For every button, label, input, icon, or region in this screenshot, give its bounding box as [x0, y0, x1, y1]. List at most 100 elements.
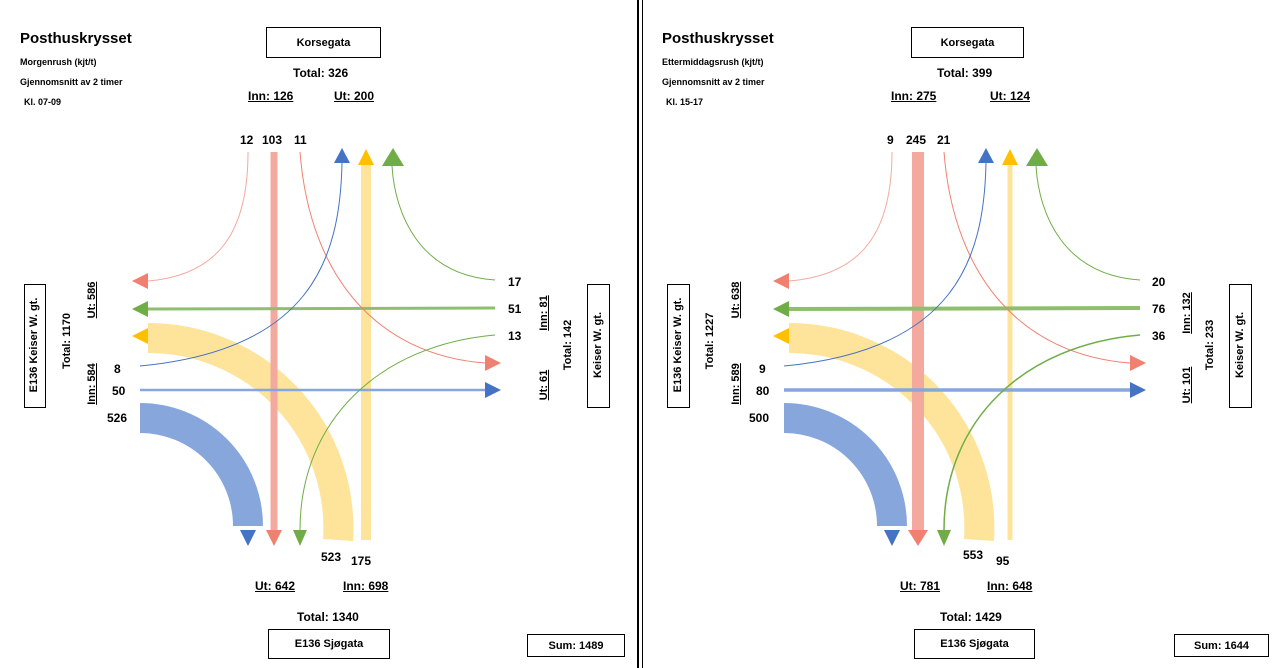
time-label: Kl. 15-17 [666, 97, 704, 107]
west-road-box [24, 284, 46, 408]
east-right-value: 17 [508, 275, 522, 289]
south-ut: Ut: 781 [900, 579, 941, 593]
east-inn: Inn: 132 [1181, 292, 1193, 334]
arrow-head-west-ut-green [773, 301, 789, 317]
south-inn: Inn: 648 [987, 579, 1033, 593]
east-road-label: Keiser W. gt. [592, 311, 604, 379]
east-total: Total: 233 [1204, 319, 1216, 371]
flow-east-straight [788, 306, 1141, 311]
south-total: Total: 1429 [940, 610, 1002, 624]
west-straight-value: 50 [112, 384, 126, 398]
diagram-title: Posthuskrysset [20, 30, 132, 47]
panel-border [0, 0, 639, 668]
average-label: Gjennomsnitt av 2 timer [662, 77, 765, 87]
flow-west-right-turn [139, 403, 263, 527]
arrow-head-west-ut-green [132, 301, 148, 317]
east-total: Total: 142 [562, 319, 574, 371]
arrow-head-east-ut-blue [485, 382, 501, 398]
north-right-value: 12 [240, 133, 254, 147]
east-straight-value: 76 [1152, 302, 1166, 316]
flow-south-left-turn [147, 322, 354, 541]
west-straight-value: 80 [756, 384, 770, 398]
flow-north-left-turn [299, 151, 486, 364]
arrow-head-north-ut-green [382, 148, 404, 166]
west-inn: Inn: 589 [730, 363, 742, 405]
north-ut: Ut: 200 [334, 89, 375, 103]
north-inn: Inn: 275 [891, 89, 937, 103]
flow-west-left-turn [139, 162, 343, 367]
flow-north-left-turn [943, 151, 1131, 364]
arrow-head-north-ut-yellow [1002, 149, 1018, 165]
east-ut: Ut: 101 [1181, 366, 1193, 404]
south-road-box: E136 Sjøgata [268, 629, 390, 659]
south-left-value: 553 [963, 548, 984, 562]
average-label: Gjennomsnitt av 2 timer [20, 77, 123, 87]
flow-west-left-turn [783, 162, 987, 367]
west-total: Total: 1170 [61, 312, 73, 370]
sum-box: Sum: 1489 [527, 634, 625, 657]
arrow-head-west-ut-yellow [132, 328, 148, 344]
arrow-head-west-ut-red [773, 273, 789, 289]
west-total: Total: 1227 [704, 312, 716, 370]
north-total: Total: 399 [937, 66, 993, 80]
west-ut: Ut: 586 [86, 281, 98, 319]
north-inn: Inn: 126 [248, 89, 294, 103]
east-right-value: 20 [1152, 275, 1166, 289]
diagram-title: Posthuskrysset [662, 30, 774, 47]
flow-east-right-turn [1035, 165, 1141, 281]
west-right-value: 500 [749, 411, 770, 425]
arrow-head-north-ut-blue [978, 148, 994, 163]
arrow-head-north-ut-blue [334, 148, 350, 163]
arrow-head-south-ut-3 [937, 530, 951, 546]
flow-east-straight [147, 306, 496, 311]
period-label: Ettermiddagsrush (kjt/t) [662, 57, 764, 67]
time-label: Kl. 07-09 [24, 97, 62, 107]
west-road-label: E136 Keiser W. gt. [28, 297, 40, 393]
arrow-head-south-ut-2 [266, 530, 282, 546]
flow-east-right-turn [391, 165, 496, 281]
flow-west-right-turn [783, 403, 907, 527]
south-straight-value: 95 [996, 554, 1010, 568]
east-road-box [587, 284, 610, 408]
arrow-head-south-ut-3 [293, 530, 307, 546]
south-left-value: 523 [321, 550, 342, 564]
flow-north-right-turn [147, 151, 249, 282]
north-ut: Ut: 124 [990, 89, 1031, 103]
flow-north-right-turn [788, 151, 893, 282]
north-straight-value: 103 [262, 133, 283, 147]
arrow-head-south-ut-1 [240, 530, 256, 546]
east-left-value: 36 [1152, 329, 1166, 343]
diagram-panel-afternoon: Posthuskrysset Ettermiddagsrush (kjt/t) … [642, 0, 1282, 668]
west-left-value: 8 [114, 362, 121, 376]
diagram-panel-morning: Posthuskrysset Morgenrush (kjt/t) Gjenno… [0, 0, 640, 668]
south-straight-value: 175 [351, 554, 372, 568]
west-road-label: E136 Keiser W. gt. [672, 297, 684, 393]
flow-diagram-morning [132, 148, 501, 546]
east-straight-value: 51 [508, 302, 522, 316]
west-ut: Ut: 638 [730, 281, 742, 319]
south-road-box: E136 Sjøgata [914, 629, 1035, 659]
north-left-value: 11 [294, 133, 307, 147]
north-total: Total: 326 [293, 66, 349, 80]
arrow-head-south-ut-2 [908, 530, 928, 546]
arrow-head-north-ut-green [1026, 148, 1048, 166]
west-left-value: 9 [759, 362, 766, 376]
east-road-label: Keiser W. gt. [1234, 311, 1246, 379]
arrow-head-north-ut-yellow [358, 149, 374, 165]
flow-south-left-turn [788, 322, 995, 541]
arrow-head-east-ut-red [1130, 355, 1146, 371]
north-road-box: Korsegata [266, 27, 381, 58]
panel-border [642, 0, 1282, 668]
south-total: Total: 1340 [297, 610, 359, 624]
arrow-head-west-ut-red [132, 273, 148, 289]
east-ut: Ut: 61 [538, 369, 550, 401]
north-road-box: Korsegata [911, 27, 1024, 58]
flow-east-left-turn [299, 334, 496, 531]
south-ut: Ut: 642 [255, 579, 296, 593]
north-left-value: 21 [937, 133, 951, 147]
east-inn: Inn: 81 [538, 295, 550, 331]
arrow-head-east-ut-blue [1130, 382, 1146, 398]
east-road-box [1229, 284, 1252, 408]
north-right-value: 9 [887, 133, 894, 147]
flow-diagram-afternoon [773, 148, 1146, 546]
